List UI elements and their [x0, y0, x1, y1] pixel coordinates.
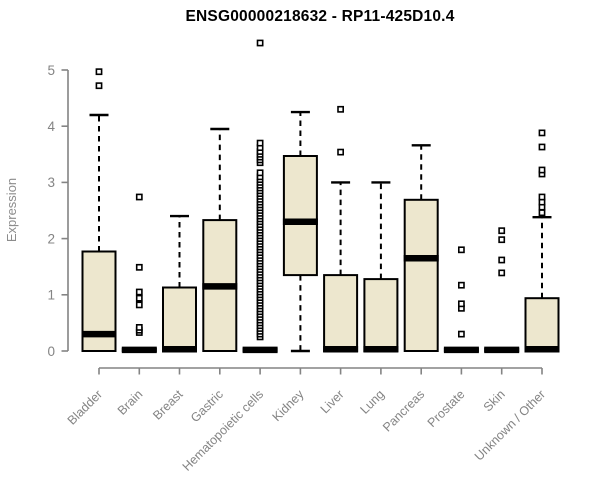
box-group-hematopoietic-cells: [242, 39, 278, 354]
x-tick-label-prostate: Prostate: [425, 387, 468, 430]
outlier-point: [135, 288, 143, 296]
outlier-point: [256, 139, 264, 147]
box-group-unknown-other: [524, 129, 560, 353]
outlier-point: [135, 323, 143, 331]
iqr-box: [162, 286, 197, 352]
outlier-point: [538, 166, 546, 174]
outlier-point: [457, 300, 465, 308]
x-tick-label-hematopoietic-cells: Hematopoietic cells: [180, 387, 267, 474]
box-group-brain: [121, 193, 157, 354]
x-tick-label-breast: Breast: [150, 387, 186, 423]
y-tick-label: 4: [47, 119, 55, 134]
iqr-box: [403, 198, 439, 352]
outlier-point: [538, 193, 546, 201]
x-tick-label-kidney: Kidney: [270, 387, 307, 424]
x-tick-label-bladder: Bladder: [65, 387, 105, 427]
outlier-point: [135, 301, 143, 309]
outlier-point: [457, 246, 465, 254]
outlier-point: [498, 227, 506, 235]
box-group-liver: [323, 105, 359, 353]
x-tick-label-unknown-other: Unknown / Other: [472, 387, 548, 463]
iqr-box: [323, 274, 359, 353]
x-tick-label-skin: Skin: [481, 387, 508, 414]
x-tick-label-brain: Brain: [115, 387, 146, 418]
iqr-box: [282, 155, 318, 277]
box-group-gastric: [202, 127, 238, 352]
outlier-point: [95, 82, 103, 90]
box-group-lung: [363, 181, 399, 353]
box-group-kidney: [282, 110, 318, 353]
outlier-point: [457, 330, 465, 338]
y-tick-label: 0: [47, 344, 55, 359]
box-group-bladder: [81, 68, 117, 352]
x-tick-label-gastric: Gastric: [188, 387, 226, 425]
outlier-point: [337, 148, 344, 156]
y-tick-label: 3: [47, 175, 55, 190]
y-tick-label: 1: [47, 288, 55, 303]
x-tick-label-liver: Liver: [318, 387, 347, 416]
outlier-point: [256, 169, 264, 177]
outlier-point: [135, 263, 143, 271]
y-tick-label: 2: [47, 231, 55, 246]
outlier-point: [538, 143, 546, 151]
outlier-point: [538, 209, 546, 217]
outlier-point: [498, 256, 506, 264]
box-group-breast: [162, 214, 197, 353]
outlier-point: [498, 236, 506, 244]
box-group-pancreas: [403, 144, 439, 352]
outlier-point: [256, 39, 264, 47]
outlier-point: [457, 281, 465, 289]
iqr-box: [524, 297, 560, 353]
x-tick-label-pancreas: Pancreas: [380, 387, 427, 434]
y-axis: 0 1 2 3 4 5 Expression: [4, 63, 69, 359]
x-tick-label-lung: Lung: [357, 387, 387, 417]
outlier-point: [95, 68, 103, 76]
box-group-skin: [484, 227, 520, 354]
outlier-point: [337, 105, 344, 113]
y-tick-label: 5: [47, 63, 55, 78]
box-group-prostate: [443, 246, 479, 354]
outlier-point: [135, 294, 143, 302]
iqr-box: [363, 278, 399, 353]
outlier-point: [538, 129, 546, 137]
chart-title: ENSG00000218632 - RP11-425D10.4: [185, 8, 455, 25]
outlier-point: [135, 193, 143, 201]
outlier-point: [498, 269, 506, 277]
y-axis-title: Expression: [4, 178, 19, 242]
